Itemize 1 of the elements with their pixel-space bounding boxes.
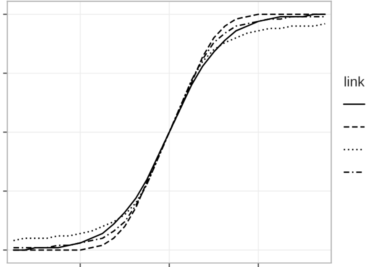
- legend-title: link: [344, 76, 365, 86]
